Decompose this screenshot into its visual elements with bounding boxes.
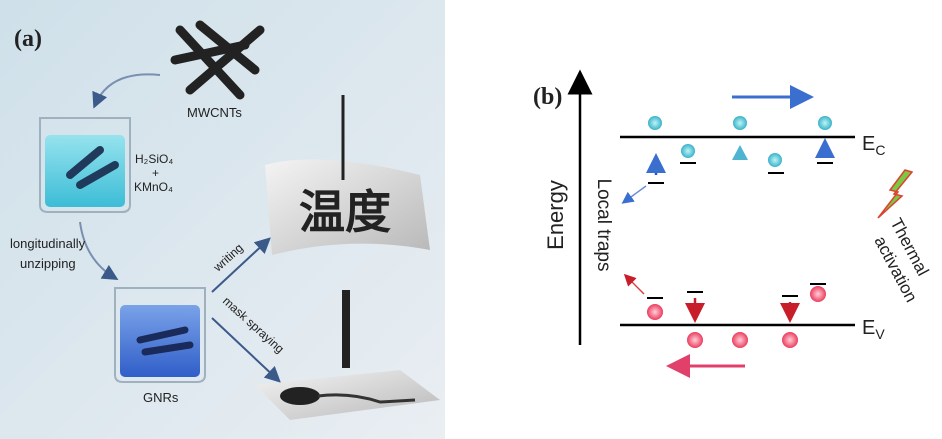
reagent: KMnO₄ bbox=[134, 180, 173, 194]
label-mwcnts: MWCNTs bbox=[187, 105, 242, 120]
y-axis-label: Energy bbox=[543, 180, 568, 250]
sprayer bbox=[342, 290, 350, 368]
escape-arrow bbox=[626, 276, 644, 294]
panel-label: (b) bbox=[533, 84, 562, 110]
local-traps-label: Local traps bbox=[593, 179, 614, 272]
plus: + bbox=[152, 166, 159, 180]
excitation-head bbox=[732, 145, 748, 160]
process-label: unzipping bbox=[20, 256, 76, 271]
escape-arrow bbox=[624, 186, 646, 202]
band-label: EC bbox=[862, 133, 885, 158]
band-subscript: C bbox=[875, 142, 885, 158]
panel-a: (a) MWCNTs H₂SiO₄ + KMnO₄ longitudinally… bbox=[0, 0, 445, 439]
lightning-icon bbox=[878, 170, 912, 218]
band-symbol: E bbox=[862, 317, 875, 339]
label-gnrs: GNRs bbox=[143, 390, 179, 405]
process-label: longitudinally bbox=[10, 236, 86, 251]
pattern bbox=[280, 387, 320, 405]
band-subscript: V bbox=[875, 326, 885, 342]
figure: (a) MWCNTs H₂SiO₄ + KMnO₄ longitudinally… bbox=[0, 0, 942, 439]
holes bbox=[647, 286, 826, 348]
reagent: H₂SiO₄ bbox=[135, 152, 173, 166]
panel-label: (a) bbox=[14, 26, 42, 52]
band-symbol: E bbox=[862, 133, 875, 155]
band-label: EV bbox=[862, 317, 885, 342]
calligraphy: 温度 bbox=[299, 185, 391, 239]
panel-b: (b) Energy Local traps EC EV bbox=[533, 82, 933, 366]
